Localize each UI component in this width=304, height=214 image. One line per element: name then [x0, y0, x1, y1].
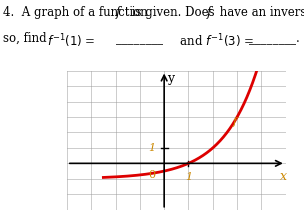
- Text: have an inverse? If: have an inverse? If: [216, 6, 304, 19]
- Text: 1: 1: [149, 143, 156, 153]
- Text: 0: 0: [149, 170, 156, 180]
- Text: 1: 1: [185, 172, 192, 182]
- Text: x: x: [280, 170, 287, 183]
- Text: f: f: [116, 6, 120, 19]
- Text: f: f: [232, 117, 237, 127]
- Text: y: y: [167, 72, 174, 85]
- Text: $f^{-1}(1)$ =: $f^{-1}(1)$ =: [47, 32, 97, 50]
- Text: so, find: so, find: [3, 32, 50, 45]
- Text: ________.: ________.: [249, 32, 300, 45]
- Text: is given. Does: is given. Does: [128, 6, 218, 19]
- Text: 4.  A graph of a function: 4. A graph of a function: [3, 6, 151, 19]
- Text: and $f^{-1}(3)$ =: and $f^{-1}(3)$ =: [176, 32, 256, 50]
- Text: ________: ________: [116, 32, 163, 45]
- Text: f: f: [207, 6, 211, 19]
